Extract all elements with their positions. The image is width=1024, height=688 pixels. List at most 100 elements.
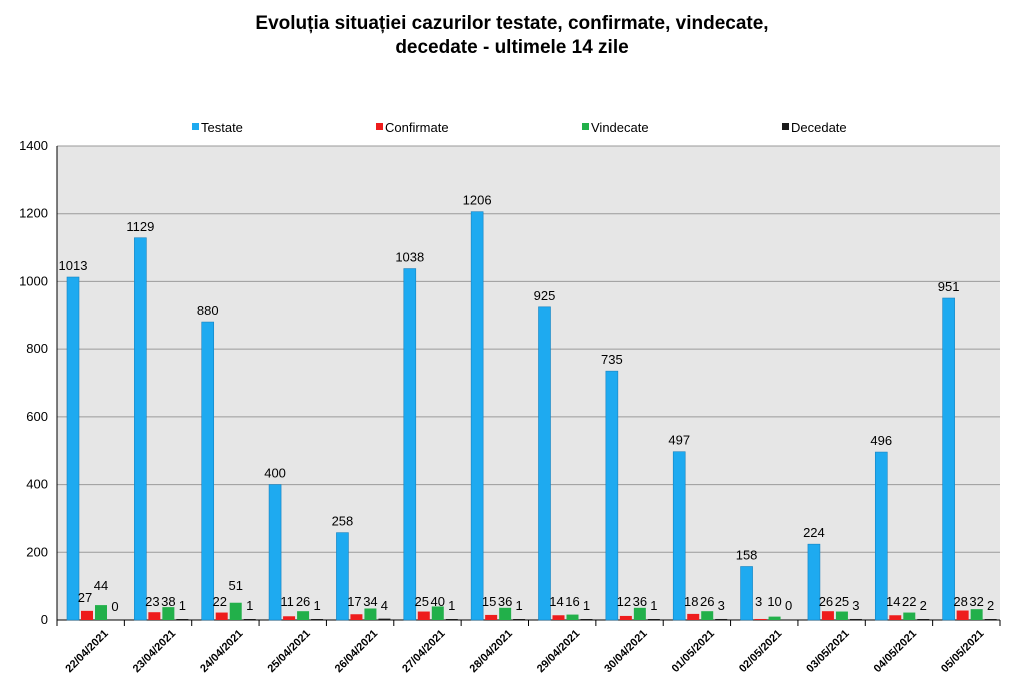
y-tick-label: 400 <box>26 477 48 492</box>
data-label-decedate: 1 <box>583 598 590 613</box>
data-label-vindecate: 16 <box>565 594 579 609</box>
data-label-vindecate: 10 <box>767 594 781 609</box>
data-label-confirmate: 27 <box>78 590 92 605</box>
data-label-testate: 400 <box>264 466 286 481</box>
data-label-testate: 925 <box>534 288 556 303</box>
data-label-testate: 158 <box>736 548 758 563</box>
bar-testate <box>336 532 349 621</box>
bar-decedate <box>647 619 660 620</box>
data-label-vindecate: 26 <box>700 594 714 609</box>
data-label-vindecate: 26 <box>296 594 310 609</box>
data-label-decedate: 1 <box>650 598 657 613</box>
plot-area <box>57 146 1000 620</box>
x-tick-label: 02/05/2021 <box>737 628 784 675</box>
bar-testate <box>605 370 619 621</box>
data-label-vindecate: 34 <box>363 594 377 609</box>
data-label-confirmate: 14 <box>886 594 900 609</box>
chart-title: Evoluția situației cazurilor testate, co… <box>0 12 1024 60</box>
bar-decedate <box>243 619 256 620</box>
data-label-decedate: 0 <box>111 599 118 614</box>
legend-swatch-testate <box>192 123 199 130</box>
bar-vindecate <box>229 602 242 620</box>
data-label-decedate: 2 <box>987 598 994 613</box>
bar-decedate <box>176 619 189 620</box>
x-tick-label: 04/05/2021 <box>872 628 919 675</box>
data-label-confirmate: 15 <box>482 594 496 609</box>
bar-confirmate <box>485 614 498 620</box>
bar-vindecate <box>701 611 714 620</box>
bar-vindecate <box>499 607 512 620</box>
data-label-confirmate: 11 <box>280 594 294 609</box>
data-label-vindecate: 36 <box>498 594 512 609</box>
bar-testate <box>268 484 282 621</box>
data-label-decedate: 3 <box>852 598 859 613</box>
bar-confirmate <box>283 616 296 620</box>
x-tick-label: 24/04/2021 <box>198 628 245 675</box>
legend-label-decedate: Decedate <box>791 120 847 135</box>
data-label-vindecate: 22 <box>902 594 916 609</box>
x-tick-label: 05/05/2021 <box>939 628 986 675</box>
legend-label-confirmate: Confirmate <box>385 120 449 135</box>
y-tick-label: 0 <box>41 612 48 627</box>
x-tick-label: 01/05/2021 <box>670 628 717 675</box>
bar-testate <box>807 543 821 621</box>
data-label-confirmate: 23 <box>145 594 159 609</box>
bar-testate <box>470 211 484 621</box>
bar-confirmate <box>350 614 363 620</box>
bar-decedate <box>378 618 391 620</box>
bar-confirmate <box>956 610 969 620</box>
data-label-vindecate: 51 <box>228 578 242 593</box>
data-label-testate: 951 <box>938 279 960 294</box>
y-tick-label: 200 <box>26 544 48 559</box>
bar-vindecate <box>903 612 916 620</box>
data-label-decedate: 2 <box>920 598 927 613</box>
bar-testate <box>740 566 753 621</box>
data-label-confirmate: 26 <box>819 594 833 609</box>
bar-vindecate <box>297 611 310 620</box>
bar-confirmate <box>619 615 632 620</box>
data-label-testate: 880 <box>197 303 219 318</box>
bar-vindecate <box>566 614 579 620</box>
x-tick-label: 27/04/2021 <box>400 628 447 675</box>
x-tick-label: 22/04/2021 <box>63 628 110 675</box>
data-label-decedate: 4 <box>381 598 388 613</box>
data-label-decedate: 1 <box>516 598 523 613</box>
data-label-vindecate: 44 <box>94 578 108 593</box>
data-label-testate: 1038 <box>395 250 424 265</box>
x-tick-label: 30/04/2021 <box>602 628 649 675</box>
bar-testate <box>672 451 686 621</box>
bar-confirmate <box>889 615 902 620</box>
bar-vindecate <box>95 605 107 620</box>
data-label-decedate: 3 <box>718 598 725 613</box>
y-tick-label: 1400 <box>19 138 48 153</box>
data-label-testate: 258 <box>332 514 354 529</box>
chart-title-line1: Evoluția situației cazurilor testate, co… <box>255 13 769 34</box>
data-label-confirmate: 17 <box>347 594 361 609</box>
bar-decedate <box>715 618 728 620</box>
data-label-decedate: 1 <box>448 598 455 613</box>
bar-decedate <box>984 619 997 620</box>
bar-confirmate <box>417 611 430 620</box>
bar-testate <box>538 306 551 621</box>
y-tick-label: 600 <box>26 409 48 424</box>
bar-decedate <box>917 619 930 620</box>
data-label-vindecate: 40 <box>431 594 445 609</box>
bar-confirmate <box>81 610 93 620</box>
data-label-testate: 1206 <box>463 193 492 208</box>
bar-decedate <box>445 619 458 620</box>
legend-swatch-confirmate <box>376 123 383 130</box>
bar-confirmate <box>687 613 700 620</box>
data-label-testate: 735 <box>601 352 623 367</box>
chart-title-line2: decedate - ultimele 14 zile <box>395 37 629 58</box>
legend-swatch-vindecate <box>582 123 589 130</box>
bar-vindecate <box>768 616 781 620</box>
data-label-decedate: 1 <box>179 598 186 613</box>
x-tick-label: 23/04/2021 <box>131 628 178 675</box>
data-label-vindecate: 25 <box>835 594 849 609</box>
data-label-decedate: 1 <box>313 598 320 613</box>
bar-decedate <box>513 619 526 620</box>
data-label-testate: 224 <box>803 525 825 540</box>
data-label-confirmate: 14 <box>549 594 563 609</box>
x-tick-label: 03/05/2021 <box>804 628 851 675</box>
